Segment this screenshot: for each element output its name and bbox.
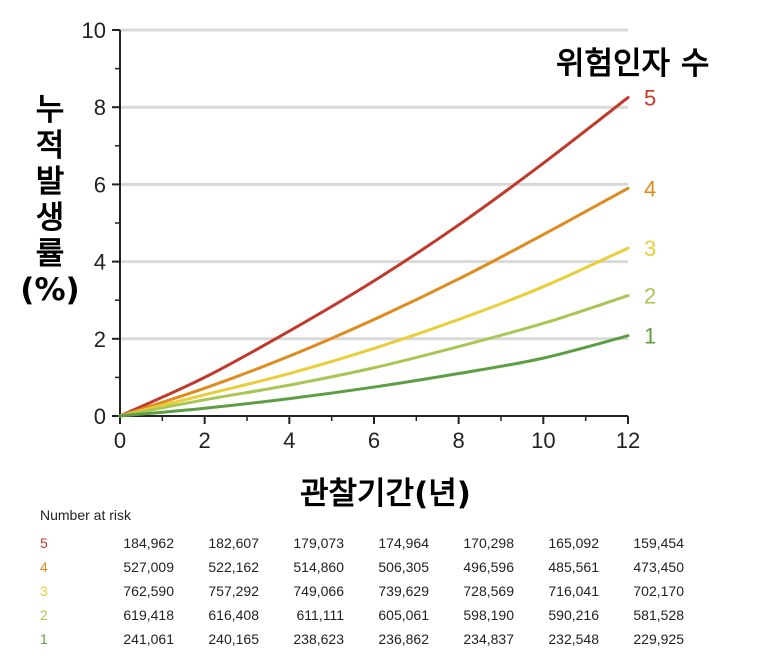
series-line-3 (118, 246, 630, 418)
risk-cell: 702,170 (633, 583, 684, 599)
risk-cell: 757,292 (208, 583, 259, 599)
risk-cell: 611,111 (296, 607, 345, 623)
series-label-1: 1 (644, 324, 656, 349)
risk-cell: 616,408 (208, 607, 259, 623)
risk-cell: 179,073 (293, 535, 344, 551)
risk-cell: 527,009 (123, 559, 174, 575)
y-axis-label-part: (%) (20, 272, 80, 308)
risk-row-label: 4 (40, 559, 48, 575)
risk-cell: 174,964 (378, 535, 429, 551)
y-tick-label-4: 8 (94, 95, 106, 120)
risk-cell: 240,165 (208, 631, 259, 647)
risk-cell: 159,454 (633, 535, 684, 551)
series-label-4: 4 (644, 176, 656, 201)
risk-row-label: 1 (40, 631, 48, 647)
risk-row: 2 619,418 616,408 611,111 605,061 598,190 590,… (0, 605, 767, 629)
risk-row: 3 762,590 757,292 749,066 739,629 728,569 716,… (0, 581, 767, 605)
cumulative-incidence-chart: 0 2 4 6 8 10 0 2 4 6 8 10 12 5 4 3 2 1 (82, 18, 657, 453)
series-line-4 (118, 186, 630, 418)
risk-cell: 581,528 (633, 607, 684, 623)
number-at-risk-table: 5 184,962 182,607 179,073 174,964 170,298 165,… (0, 533, 767, 653)
risk-cell: 762,590 (123, 583, 174, 599)
series-line-5 (118, 96, 630, 418)
risk-cell: 229,925 (633, 631, 684, 647)
risk-cell: 728,569 (463, 583, 514, 599)
risk-row: 5 184,962 182,607 179,073 174,964 170,298 165,… (0, 533, 767, 557)
x-axis-label: 관찰기간(년) (300, 476, 471, 512)
y-axis-label-part: 적 (35, 128, 65, 164)
risk-row: 4 527,009 522,162 514,860 506,305 496,596 485,… (0, 557, 767, 581)
x-tick-label-2: 4 (283, 428, 295, 453)
y-tick-label-1: 2 (94, 327, 106, 352)
risk-cell: 514,860 (293, 559, 344, 575)
risk-cell: 238,623 (293, 631, 344, 647)
y-axis-label-part: 발 (35, 164, 65, 200)
risk-cell: 619,418 (123, 607, 174, 623)
risk-cell: 496,596 (463, 559, 514, 575)
risk-cell: 241,061 (123, 631, 174, 647)
series-label-2: 2 (644, 284, 656, 309)
risk-row: 1 241,061 240,165 238,623 236,862 234,837 232,… (0, 629, 767, 653)
legend-title: 위험인자 수 (556, 46, 710, 82)
x-tick-label-3: 6 (368, 428, 380, 453)
x-tick-label-1: 2 (199, 428, 211, 453)
risk-cell: 716,041 (548, 583, 599, 599)
risk-cell: 522,162 (208, 559, 259, 575)
risk-row-label: 5 (40, 535, 48, 551)
risk-cell: 165,092 (548, 535, 599, 551)
series-label-5: 5 (644, 86, 656, 111)
y-axis-label: 누 적 발 생 률 (%) (20, 92, 80, 308)
y-tick-label-2: 4 (94, 250, 106, 275)
risk-cell: 184,962 (123, 535, 174, 551)
risk-cell: 506,305 (378, 559, 429, 575)
y-tick-label-0: 0 (94, 404, 106, 429)
risk-cell: 605,061 (378, 607, 429, 623)
risk-cell: 236,862 (378, 631, 429, 647)
risk-cell: 473,450 (633, 559, 684, 575)
risk-row-label: 2 (40, 607, 48, 623)
number-at-risk-title: Number at risk (40, 507, 132, 523)
risk-cell: 598,190 (463, 607, 514, 623)
risk-cell: 170,298 (463, 535, 514, 551)
x-tick-label-5: 10 (531, 428, 555, 453)
series-line-1 (118, 334, 630, 418)
x-tick-label-4: 8 (453, 428, 465, 453)
risk-cell: 485,561 (548, 559, 599, 575)
series-line-2 (118, 294, 630, 418)
risk-cell: 232,548 (548, 631, 599, 647)
y-axis-label-part: 누 (35, 92, 65, 128)
series-label-3: 3 (644, 236, 656, 261)
y-axis-label-part: 률 (35, 236, 65, 272)
x-tick-label-6: 12 (616, 428, 640, 453)
risk-cell: 590,216 (548, 607, 599, 623)
x-tick-label-0: 0 (114, 428, 126, 453)
risk-cell: 749,066 (293, 583, 344, 599)
risk-cell: 234,837 (463, 631, 514, 647)
risk-row-label: 3 (40, 583, 48, 599)
y-tick-label-5: 10 (82, 18, 106, 43)
risk-cell: 739,629 (378, 583, 429, 599)
risk-cell: 182,607 (208, 535, 259, 551)
y-axis-label-part: 생 (35, 200, 65, 236)
y-tick-label-3: 6 (94, 172, 106, 197)
